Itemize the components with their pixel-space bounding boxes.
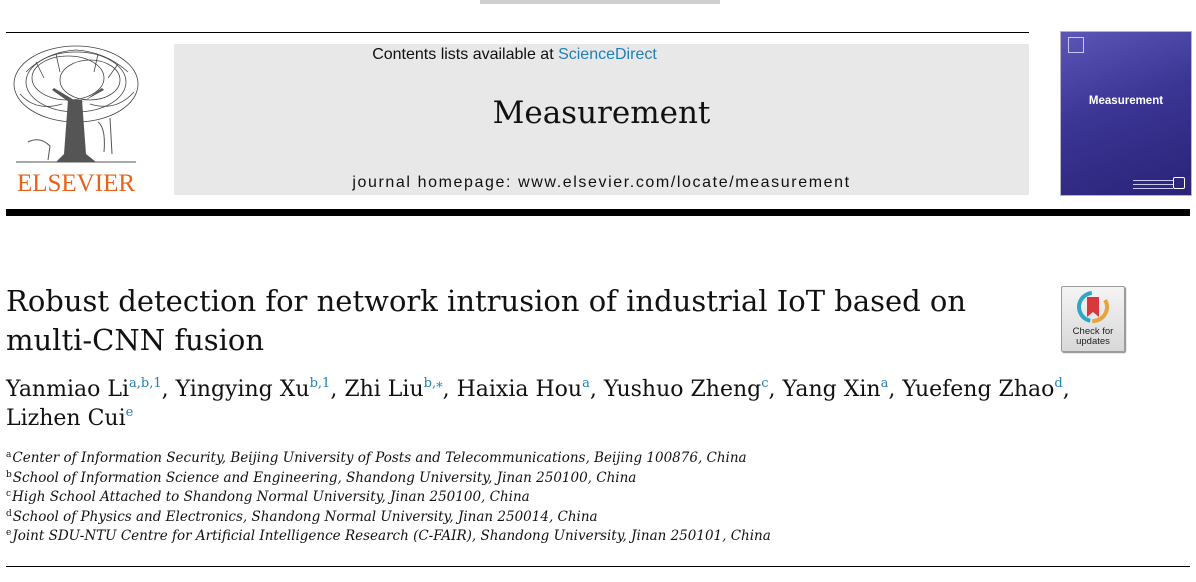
author-affiliation-link[interactable]: a xyxy=(582,376,590,391)
author[interactable]: Yanmiao Lia,b,1 xyxy=(6,376,162,402)
author-affiliation-link[interactable]: b,⁎ xyxy=(423,376,443,391)
affiliation: bSchool of Information Science and Engin… xyxy=(6,469,1106,489)
author-affiliation-link[interactable]: b,1 xyxy=(309,376,331,391)
affiliation-key: a xyxy=(6,450,12,460)
check-updates-line-2: updates xyxy=(1076,336,1110,347)
bottom-rule xyxy=(6,566,1190,567)
author-affiliation-link[interactable]: a,b,1 xyxy=(129,376,162,391)
bookmark-ring-icon xyxy=(1077,291,1109,323)
author[interactable]: Yingying Xub,1 xyxy=(175,376,331,402)
affiliation-text: School of Physics and Electronics, Shand… xyxy=(12,508,598,525)
affiliation-list: aCenter of Information Security, Beijing… xyxy=(6,449,1106,547)
sciencedirect-link[interactable]: ScienceDirect xyxy=(558,46,657,63)
author-affiliation-link[interactable]: d xyxy=(1054,376,1063,391)
journal-cover-thumbnail[interactable]: Measurement xyxy=(1060,31,1192,196)
author-affiliation-link[interactable]: c xyxy=(761,376,769,391)
top-rule xyxy=(6,32,1029,33)
author[interactable]: Yuefeng Zhaod xyxy=(902,376,1063,402)
affiliation-text: High School Attached to Shandong Normal … xyxy=(12,489,530,505)
journal-masthead xyxy=(174,44,1029,195)
affiliation: aCenter of Information Security, Beijing… xyxy=(6,449,1106,469)
contents-line: Contents lists available at ScienceDirec… xyxy=(0,46,1029,64)
contents-prefix: Contents lists available at xyxy=(372,46,559,63)
cover-publisher-icon xyxy=(1173,177,1185,189)
affiliation-text: Center of Information Security, Beijing … xyxy=(12,450,747,466)
affiliation: dSchool of Physics and Electronics, Shan… xyxy=(6,508,1106,528)
cover-fine-print xyxy=(1133,177,1173,189)
author-affiliation-link[interactable]: a xyxy=(880,376,889,391)
cropped-header-fragment xyxy=(480,0,720,4)
affiliation: cHigh School Attached to Shandong Normal… xyxy=(6,488,1106,508)
check-for-updates-button[interactable]: Check for updates xyxy=(1061,286,1125,352)
cover-emblem-icon xyxy=(1068,37,1084,53)
author[interactable]: Haixia Houa xyxy=(456,376,590,402)
affiliation-text: Joint SDU-NTU Centre for Artificial Inte… xyxy=(12,528,771,544)
affiliation-key: c xyxy=(6,489,12,499)
publisher-name: ELSEVIER xyxy=(16,170,136,197)
author-affiliation-link[interactable]: e xyxy=(125,405,134,420)
elsevier-tree-logo[interactable] xyxy=(6,42,146,196)
affiliation-text: School of Information Science and Engine… xyxy=(12,469,637,486)
header-divider xyxy=(6,209,1190,216)
cover-title: Measurement xyxy=(1088,95,1164,107)
journal-title[interactable]: Measurement xyxy=(492,95,711,131)
author[interactable]: Yang Xina xyxy=(782,376,889,402)
affiliation-key: e xyxy=(6,528,12,538)
affiliation: eJoint SDU-NTU Centre for Artificial Int… xyxy=(6,527,1106,547)
author[interactable]: Zhi Liub,⁎ xyxy=(344,376,443,402)
author[interactable]: Yushuo Zhengc xyxy=(603,376,769,402)
affiliation-key: d xyxy=(6,508,12,519)
article-title: Robust detection for network intrusion o… xyxy=(6,284,967,357)
journal-homepage[interactable]: journal homepage: www.elsevier.com/locat… xyxy=(352,174,851,191)
tree-icon xyxy=(13,45,139,163)
author-list: Yanmiao Lia,b,1, Yingying Xub,1, Zhi Liu… xyxy=(6,376,1070,431)
check-updates-line-1: Check for xyxy=(1072,326,1114,337)
author[interactable]: Lizhen Cuie xyxy=(6,405,134,431)
affiliation-key: b xyxy=(6,469,12,480)
